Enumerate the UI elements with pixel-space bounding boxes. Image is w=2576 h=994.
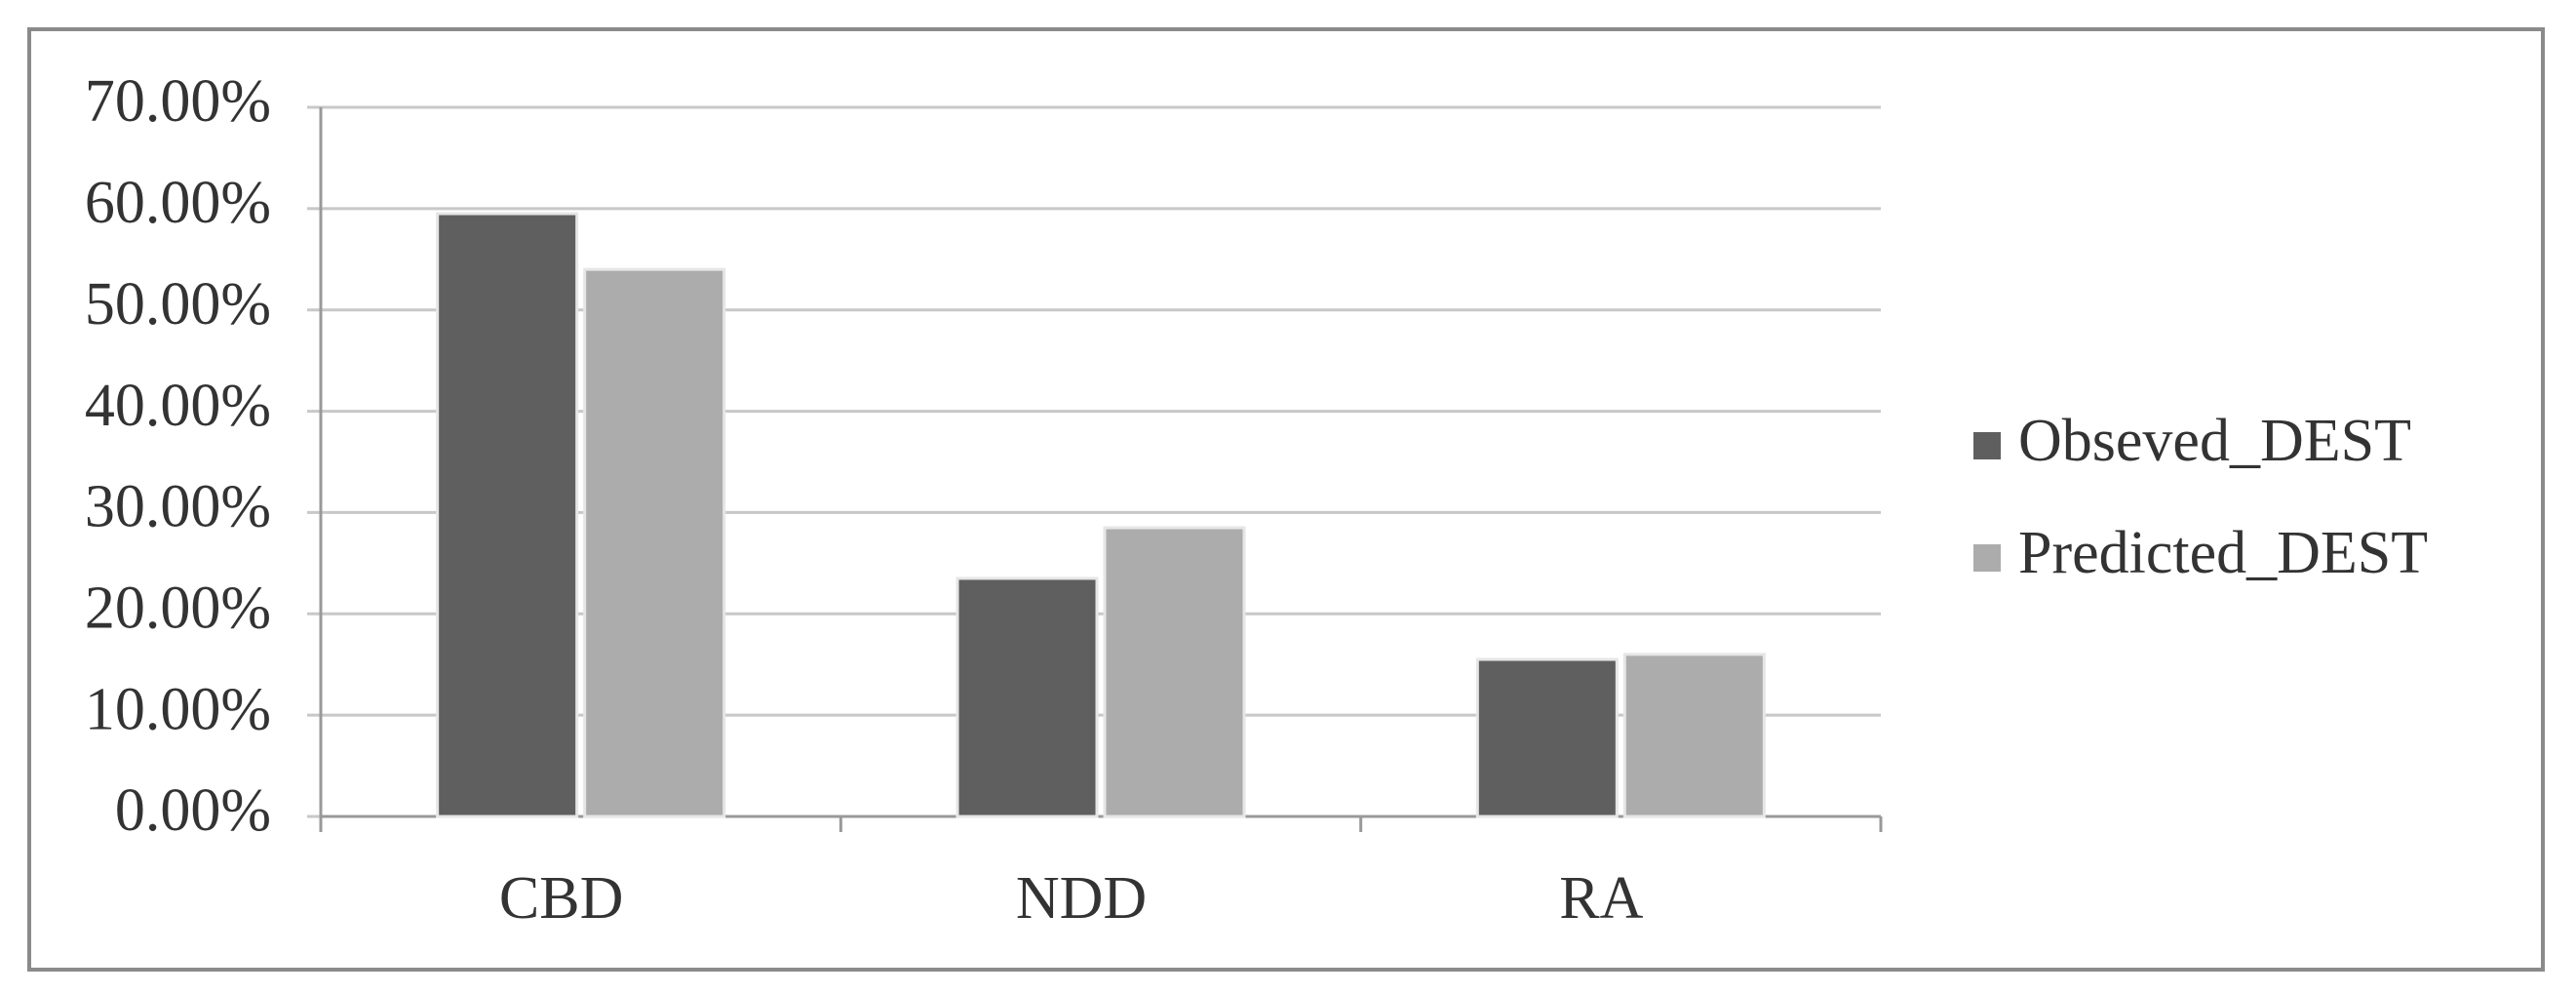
bar — [1622, 653, 1766, 818]
y-tick-label: 70.00% — [85, 68, 271, 135]
bar — [1475, 657, 1619, 818]
x-tick-label: NDD — [1016, 865, 1147, 932]
bar — [1103, 526, 1246, 818]
y-tick-label: 30.00% — [85, 474, 271, 540]
bar — [583, 267, 726, 818]
bar — [436, 212, 579, 818]
chart-border — [27, 27, 2545, 972]
x-tick-label: RA — [1559, 865, 1643, 932]
bar — [956, 577, 1099, 818]
y-tick-label: 0.00% — [115, 777, 271, 844]
legend-label: Obseved_DEST — [2018, 408, 2411, 474]
y-tick-label: 20.00% — [85, 576, 271, 642]
legend-swatch — [1973, 544, 2001, 572]
y-tick-label: 10.00% — [85, 676, 271, 742]
y-tick-label: 50.00% — [85, 271, 271, 338]
legend-label: Predicted_DEST — [2018, 520, 2428, 586]
legend-swatch — [1973, 432, 2001, 459]
y-tick-label: 60.00% — [85, 170, 271, 236]
y-tick-label: 40.00% — [85, 373, 271, 439]
x-tick-label: CBD — [499, 865, 623, 932]
